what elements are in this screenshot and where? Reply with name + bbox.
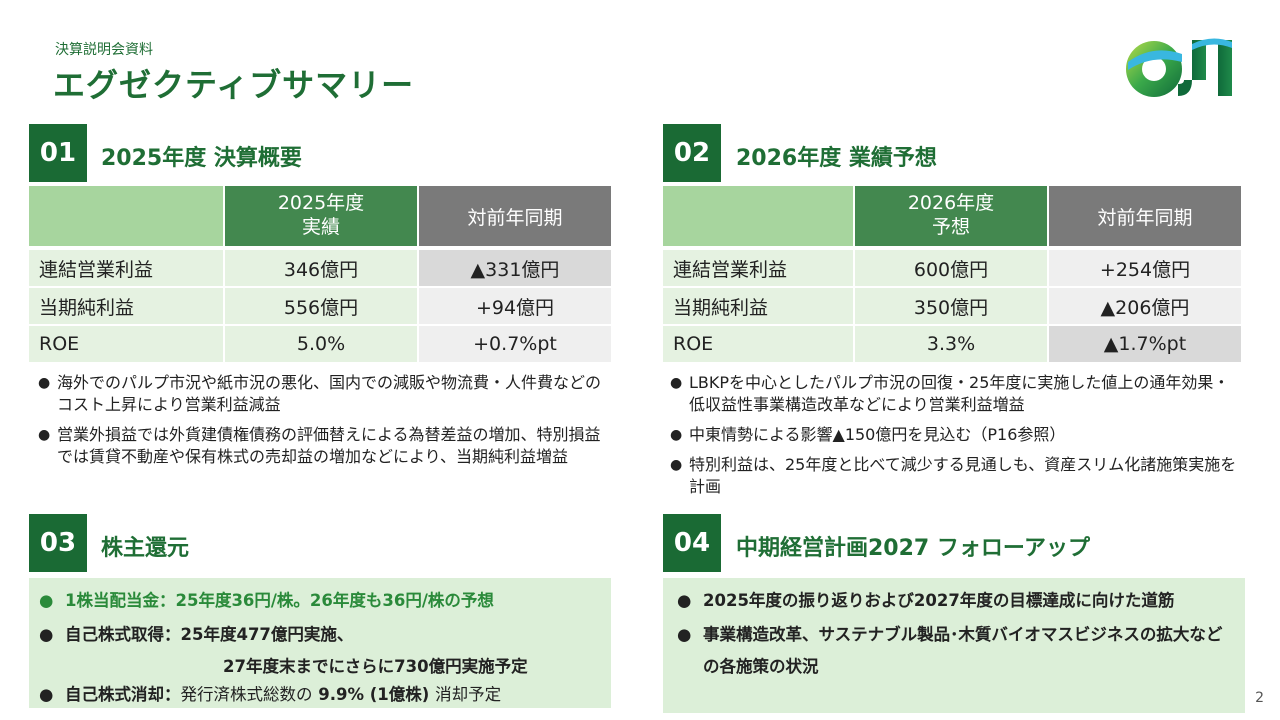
section-title: 2026年度 業績予想 (736, 146, 937, 171)
row-label: 当期純利益 (29, 288, 225, 326)
shareholder-returns-box: ● 1株当配当金：25年度36円/株。26年度も36円/株の予想 ● 自己株式取得：… (29, 578, 611, 708)
bullet-icon: ● (677, 591, 692, 610)
header-actual: 2025年度 実績 (225, 186, 419, 250)
list-item: ● 特別利益は、25年度と比べて減少する見通しも、資産スリム化諸施策実施を計画 (670, 455, 1237, 496)
header-forecast: 2026年度 予想 (855, 186, 1049, 250)
bullet-icon: ● (39, 591, 54, 610)
bullet-icon: ● (38, 375, 51, 391)
forecast-notes: ● LBKPを中心としたパルプ市況の回復・25年度に実施した値上の通年効果・低収益… (670, 372, 1242, 506)
header-yoy: 対前年同期 (419, 186, 613, 250)
row-yoy: ▲1.7%pt (1049, 326, 1243, 364)
page-title: エグゼクティブサマリー (53, 66, 415, 104)
row-yoy: +94億円 (419, 288, 613, 326)
list-item: ● 自己株式消却：発行済株式総数の 9.9% (1億株) 消却予定 (39, 685, 502, 704)
list-item: ● 事業構造改革、サステナブル製品･木質バイオマスビジネスの拡大など (677, 625, 1223, 644)
results-table: 2025年度 実績 対前年同期 連結営業利益 346億円 ▲331億円 当期純利… (29, 186, 613, 364)
document-supertitle: 決算説明会資料 (55, 42, 153, 58)
table-row: 当期純利益 556億円 +94億円 (29, 288, 613, 326)
table-row: ROE 3.3% ▲1.7%pt (663, 326, 1243, 364)
table-row: 連結営業利益 346億円 ▲331億円 (29, 250, 613, 288)
row-yoy: ▲331億円 (419, 250, 613, 288)
table-row: 連結営業利益 600億円 +254億円 (663, 250, 1243, 288)
section-number: 04 (663, 514, 721, 572)
row-value: 346億円 (225, 250, 419, 288)
row-label: ROE (663, 326, 855, 364)
bullet-icon: ● (38, 427, 51, 443)
bullet-icon: ● (39, 625, 54, 644)
bullet-icon: ● (670, 457, 683, 473)
section-title: 2025年度 決算概要 (101, 146, 302, 171)
row-value: 5.0% (225, 326, 419, 364)
bullet-icon: ● (39, 685, 54, 704)
row-yoy: ▲206億円 (1049, 288, 1243, 326)
list-item-continuation: 27年度末までにさらに730億円実施予定 (223, 657, 528, 676)
bullet-icon: ● (677, 625, 692, 644)
oji-logo (1126, 38, 1232, 97)
table-row: 当期純利益 350億円 ▲206億円 (663, 288, 1243, 326)
row-value: 556億円 (225, 288, 419, 326)
row-label: 連結営業利益 (29, 250, 225, 288)
row-label: 連結営業利益 (663, 250, 855, 288)
list-item: ● 2025年度の振り返りおよび2027年度の目標達成に向けた道筋 (677, 591, 1175, 610)
row-yoy: +254億円 (1049, 250, 1243, 288)
list-item: ● LBKPを中心としたパルプ市況の回復・25年度に実施した値上の通年効果・低収益… (670, 373, 1230, 414)
row-label: ROE (29, 326, 225, 364)
bullet-icon: ● (670, 427, 683, 443)
section-number: 02 (663, 124, 721, 182)
row-yoy: +0.7%pt (419, 326, 613, 364)
results-notes: ● 海外でのパルプ市況や紙市況の悪化、国内での減販や物流費・人件費などのコスト上昇… (38, 372, 610, 476)
header-empty-cell (663, 186, 855, 250)
row-value: 3.3% (855, 326, 1049, 364)
forecast-table: 2026年度 予想 対前年同期 連結営業利益 600億円 +254億円 当期純利… (663, 186, 1243, 364)
section-title: 中期経営計画2027 フォローアップ (736, 536, 1091, 561)
table-row: ROE 5.0% +0.7%pt (29, 326, 613, 364)
section-number: 01 (29, 124, 87, 182)
header-yoy: 対前年同期 (1049, 186, 1243, 250)
list-item: ● 海外でのパルプ市況や紙市況の悪化、国内での減販や物流費・人件費などのコスト上昇… (38, 373, 602, 414)
section-number: 03 (29, 514, 87, 572)
bullet-icon: ● (670, 375, 683, 391)
list-item: ● 自己株式取得：25年度477億円実施、 (39, 625, 354, 644)
row-value: 600億円 (855, 250, 1049, 288)
list-item-continuation: の各施策の状況 (703, 657, 819, 676)
row-value: 350億円 (855, 288, 1049, 326)
page-number: 2 (1255, 690, 1264, 706)
list-item: ● 中東情勢による影響▲150億円を見込む（P16参照） (670, 425, 1066, 444)
midterm-plan-box: ● 2025年度の振り返りおよび2027年度の目標達成に向けた道筋 ● 事業構造改革… (663, 578, 1245, 713)
row-label: 当期純利益 (663, 288, 855, 326)
list-item: ● 1株当配当金：25年度36円/株。26年度も36円/株の予想 (39, 591, 494, 610)
list-item: ● 営業外損益では外貨建債権債務の評価替えによる為替差益の増加、特別損益では賃貸不… (38, 425, 601, 466)
section-title: 株主還元 (101, 536, 190, 561)
header-empty-cell (29, 186, 225, 250)
